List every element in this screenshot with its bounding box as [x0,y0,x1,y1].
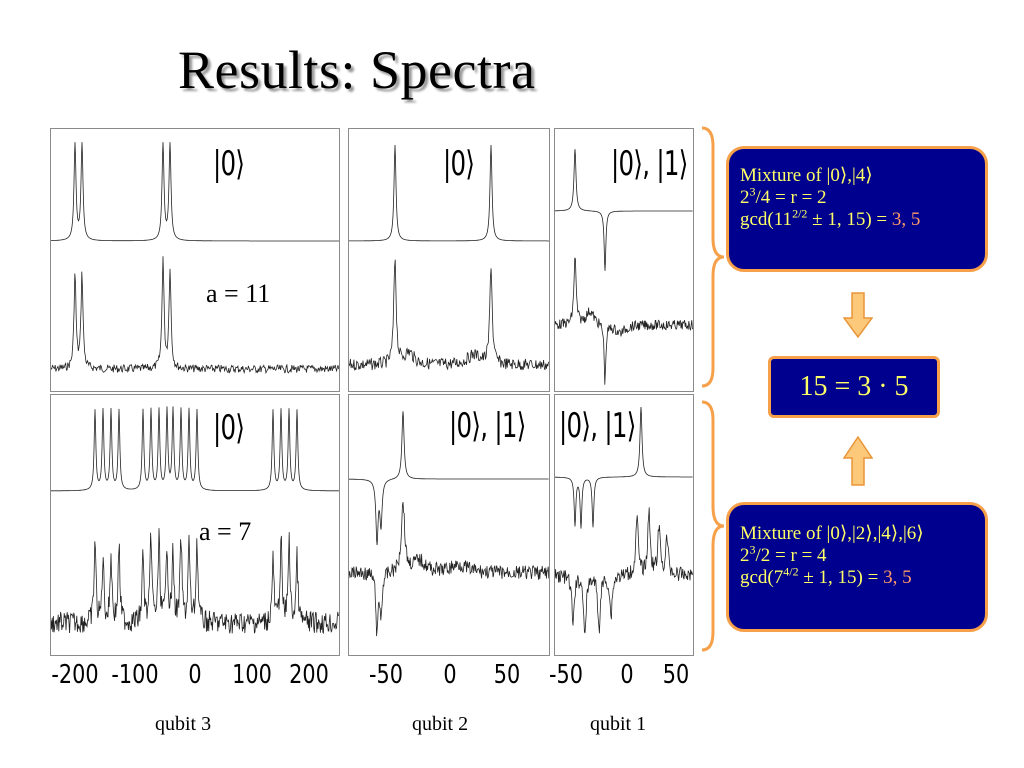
spectrum-line [51,406,339,492]
spectrum-line [349,411,549,546]
spectrum-line [51,256,339,375]
spectrum-trace-qubit2-a11 [349,144,549,371]
spectrum-line [349,144,549,242]
mixture-text: Mixture of |0⟩,|2⟩,|4⟩,|6⟩ [740,523,924,544]
a-value-label: a = 7 [199,517,252,546]
tick-label: 0 [443,660,457,690]
ket-label: |0⟩ [443,144,475,184]
spectrum-line [349,501,549,637]
info-box-a7: Mixture of |0⟩,|2⟩,|4⟩,|6⟩ 23/2 = r = 4 … [726,502,988,632]
ket-label: |0⟩ [213,144,245,184]
spectrum-line [51,528,339,635]
tick-label: -50 [549,660,583,690]
spectrum-line [349,259,549,371]
tick-label: 100 [232,660,272,690]
gcd-text: gcd(74/2 ± 1, 15) = 3, 5 [740,564,912,588]
tick-label: -50 [369,660,403,690]
spectrum-line [555,507,693,634]
spectrum-line [555,406,693,529]
spectrum-panel-qubit1-a7: |0⟩, |1⟩ [554,394,694,656]
spectrum-trace-qubit3-a11 [51,142,339,375]
spectrum-line [555,149,693,271]
period-text: 23/4 = r = 2 [740,184,827,208]
tick-label: 50 [493,660,521,690]
spectrum-line [555,257,693,385]
up-arrow-icon [843,436,873,486]
factors-highlight: 3, 5 [891,209,921,230]
tick-label: 50 [662,660,690,690]
spectrum-line [51,142,339,242]
spectrum-trace-qubit2-a7 [349,411,549,637]
result-box: 15 = 3 · 5 [768,356,940,418]
ket-label: |0⟩ [213,408,245,448]
down-arrow-icon [843,292,873,338]
brace-bottom [701,400,725,652]
mixture-text: Mixture of |0⟩,|4⟩ [740,165,873,186]
info-box-a11: Mixture of |0⟩,|4⟩ 23/4 = r = 2 gcd(112/… [726,146,988,272]
spectrum-trace-qubit1-a7 [555,406,693,634]
spectrum-panel-qubit3-a11: |0⟩ a = 11 [50,128,340,392]
tick-label: -100 [111,660,159,690]
tick-label: 0 [188,660,202,690]
qubit3-label: qubit 3 [155,713,212,735]
tick-label: 200 [289,660,329,690]
gcd-text: gcd(112/2 ± 1, 15) = 3, 5 [740,206,921,230]
tick-label: -200 [51,660,99,690]
qubit2-label: qubit 2 [412,713,469,735]
spectrum-trace-qubit3-a7 [51,406,339,635]
brace-top [701,126,725,388]
spectrum-panel-qubit3-a7: |0⟩ a = 7 [50,394,340,656]
qubit1-label: qubit 1 [590,713,647,735]
ket-label: |0⟩, |1⟩ [559,406,636,446]
period-text: 23/2 = r = 4 [740,542,827,566]
ket-label: |0⟩, |1⟩ [611,144,688,184]
spectrum-panel-qubit2-a7: |0⟩, |1⟩ [348,394,550,656]
spectrum-panel-qubit2-a11: |0⟩ [348,128,550,392]
a-value-label: a = 11 [206,279,271,308]
factors-highlight: 3, 5 [883,567,912,588]
spectrum-panel-qubit1-a11: |0⟩, |1⟩ [554,128,694,392]
ket-label: |0⟩, |1⟩ [449,406,526,446]
tick-label: 0 [620,660,634,690]
spectrum-trace-qubit1-a11 [555,149,693,385]
slide-title: Results: Spectra [178,40,536,100]
